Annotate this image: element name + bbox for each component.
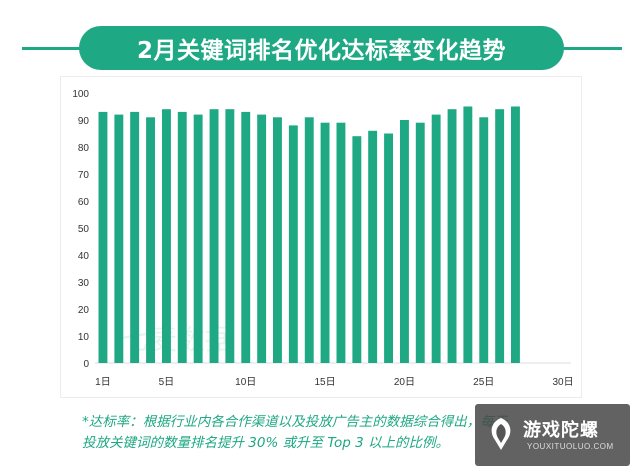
x-tick-label: 20日 bbox=[394, 377, 415, 388]
x-tick-label: 25日 bbox=[473, 377, 494, 388]
title-rule-left bbox=[22, 47, 100, 50]
bar-12日 bbox=[273, 117, 282, 363]
bar-3日 bbox=[130, 111, 140, 364]
bar-13日 bbox=[288, 125, 298, 364]
bar-4日 bbox=[146, 117, 155, 363]
y-tick-label: 30 bbox=[78, 278, 90, 289]
bar-16日 bbox=[336, 122, 346, 363]
y-tick-label: 50 bbox=[78, 224, 90, 235]
bar-20日 bbox=[400, 120, 409, 363]
brand-box: 游戏陀螺 YOUXITUOLUO.COM bbox=[475, 404, 630, 466]
y-tick-label: 90 bbox=[78, 116, 90, 127]
brand-logo: 游戏陀螺 YOUXITUOLUO.COM bbox=[475, 404, 635, 470]
chart-panel: 七麦数据 0 10 20 30 40 50 60 70 80 90 100 1日 5日 10日 15日 20日… bbox=[60, 76, 582, 398]
bar-6日 bbox=[177, 111, 187, 364]
x-tick-label: 5日 bbox=[159, 377, 175, 388]
bar-17日 bbox=[352, 136, 362, 363]
bar-18日 bbox=[368, 130, 378, 363]
y-tick-label: 10 bbox=[78, 332, 90, 343]
y-tick-label: 100 bbox=[72, 89, 89, 100]
title-rule-right bbox=[542, 47, 622, 50]
bar-21日 bbox=[415, 122, 425, 363]
brand-name: 游戏陀螺 bbox=[523, 420, 599, 441]
x-tick-label: 30日 bbox=[553, 377, 574, 388]
bar-26日 bbox=[495, 109, 505, 363]
bar-27日 bbox=[511, 106, 520, 363]
bar-15日 bbox=[320, 122, 330, 363]
y-tick-label: 70 bbox=[78, 170, 90, 181]
bars bbox=[98, 106, 520, 364]
y-tick-label: 40 bbox=[78, 251, 90, 262]
bar-1日 bbox=[98, 111, 108, 364]
y-tick-label: 80 bbox=[78, 143, 90, 154]
bar-5日 bbox=[162, 109, 171, 363]
bar-19日 bbox=[384, 133, 393, 363]
y-tick-label: 0 bbox=[83, 359, 89, 370]
bar-14日 bbox=[304, 117, 314, 363]
x-tick-label: 15日 bbox=[315, 377, 336, 388]
x-tick-label: 10日 bbox=[235, 377, 256, 388]
bar-10日 bbox=[241, 111, 251, 364]
bar-22日 bbox=[431, 114, 441, 363]
x-tick-label: 1日 bbox=[95, 377, 111, 388]
axes: 0 10 20 30 40 50 60 70 80 90 100 1日 5日 10日 15日 20日 25日 30… bbox=[72, 89, 573, 388]
y-tick-label: 20 bbox=[78, 305, 90, 316]
footnote-line-1: *达标率：根据行业内各合作渠道以及投放广告主的数据综合得出，每天 bbox=[82, 414, 508, 430]
bar-8日 bbox=[209, 109, 219, 363]
bar-25日 bbox=[479, 117, 489, 363]
footnote: *达标率：根据行业内各合作渠道以及投放广告主的数据综合得出，每天 投放关键词的数… bbox=[82, 412, 602, 454]
bar-23日 bbox=[447, 109, 457, 363]
bar-2日 bbox=[114, 114, 124, 363]
bar-9日 bbox=[225, 109, 235, 363]
footnote-line-2: 投放关键词的数量排名提升 30% 或升至 Top 3 以上的比例。 bbox=[82, 435, 449, 451]
bar-11日 bbox=[257, 114, 267, 363]
chart-title: 2月关键词排名优化达标率变化趋势 bbox=[79, 26, 564, 70]
brand-url: YOUXITUOLUO.COM bbox=[527, 442, 614, 451]
spinning-top-icon bbox=[491, 418, 511, 450]
bar-24日 bbox=[463, 106, 473, 363]
y-tick-label: 60 bbox=[78, 197, 90, 208]
bar-7日 bbox=[193, 114, 203, 363]
